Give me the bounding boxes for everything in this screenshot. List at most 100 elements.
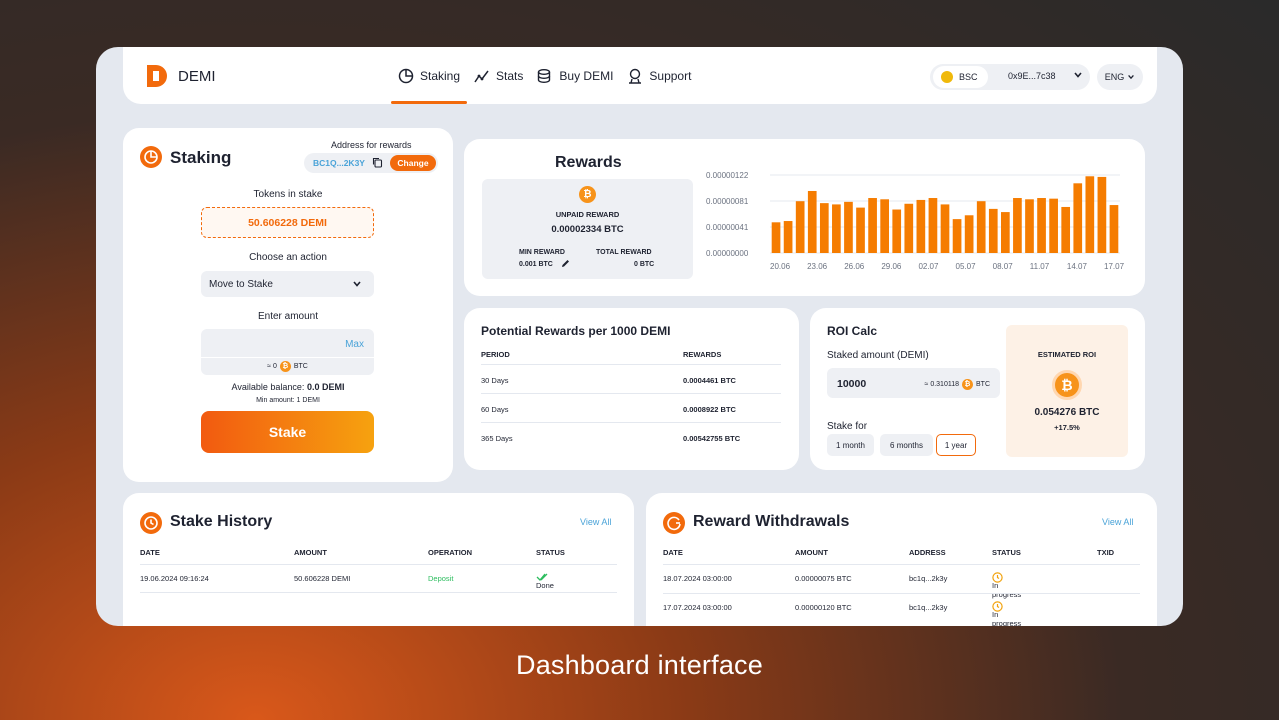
status-text: Done — [536, 581, 554, 590]
withdrawals-view-all[interactable]: View All — [1102, 517, 1134, 527]
chart-bar[interactable] — [880, 199, 889, 253]
chart-bar[interactable] — [1025, 199, 1034, 253]
chart-bar[interactable] — [952, 219, 962, 253]
chart-bar[interactable] — [928, 198, 938, 253]
history-view-all[interactable]: View All — [580, 517, 612, 527]
staked-amount-input[interactable]: 10000 ≈ 0.310118 ₿ BTC — [827, 368, 1000, 398]
table-row: 365 Days 0.00542755 BTC — [481, 422, 781, 451]
chart-bar[interactable] — [988, 208, 998, 253]
nav-staking[interactable]: Staking — [391, 47, 468, 104]
chart-bar[interactable] — [832, 204, 841, 253]
chart-bar[interactable] — [1061, 206, 1071, 253]
chart-bar[interactable] — [868, 198, 877, 253]
coins-icon — [538, 68, 551, 83]
top-header: DEMI Staking Stats Buy DEMI Support — [123, 47, 1157, 104]
nav-support[interactable]: Support — [620, 47, 698, 104]
chart-bar[interactable] — [916, 199, 926, 253]
page-caption: Dashboard interface — [516, 650, 763, 680]
withdrawal-refresh-icon — [663, 512, 685, 534]
chart-bar[interactable] — [1097, 176, 1107, 253]
chart-bar[interactable] — [904, 203, 914, 253]
chart-bar[interactable] — [892, 209, 902, 253]
chart-bar[interactable] — [1037, 198, 1046, 253]
chart-bar[interactable] — [1013, 198, 1022, 253]
language-selector[interactable]: ENG — [1097, 64, 1143, 90]
period-1-year[interactable]: 1 year — [936, 434, 976, 456]
chart-bar[interactable] — [1085, 176, 1095, 253]
chart-bar[interactable] — [1001, 212, 1010, 253]
chart-bar[interactable] — [783, 221, 793, 253]
wallet-selector[interactable]: BSC 0x9E...7c38 — [930, 64, 1090, 90]
action-value: Move to Stake — [209, 278, 273, 290]
chart-bar[interactable] — [976, 201, 986, 253]
min-amount: Min amount: 1 DEMI — [256, 397, 320, 404]
reward-withdrawals-card: Reward Withdrawals View All DATE AMOUNT … — [646, 493, 1157, 626]
estimated-roi-label: ESTIMATED ROI — [1037, 350, 1097, 359]
stake-button[interactable]: Stake — [201, 411, 374, 453]
pencil-icon[interactable] — [561, 259, 570, 268]
y-tick-label: 0.00000081 — [706, 197, 749, 206]
rewards-bar-chart: 0.00000122 0.00000081 0.00000041 0.00000000… — [706, 171, 1125, 271]
pie-icon — [398, 68, 414, 83]
nav-buy-demi[interactable]: Buy DEMI — [530, 47, 620, 104]
min-reward-value: 0.001 BTC — [519, 261, 553, 268]
chart-bar[interactable] — [819, 203, 829, 253]
chart-bar[interactable] — [964, 215, 974, 253]
chart-bar[interactable] — [807, 190, 817, 253]
x-tick-label: 05.07 — [956, 262, 977, 271]
reward-summary: ₿ UNPAID REWARD 0.00002334 BTC MIN REWAR… — [482, 179, 693, 279]
history-clock-icon — [140, 512, 162, 534]
table-row: 60 Days 0.0008922 BTC — [481, 393, 781, 422]
x-tick-label: 11.07 — [1030, 262, 1050, 271]
rewards-card: Rewards ₿ UNPAID REWARD 0.00002334 BTC M… — [464, 139, 1145, 296]
table-row: 18.07.2024 03:00:00 0.00000075 BTC bc1q.… — [663, 564, 1140, 599]
available-balance: Available balance: 0.0 DEMI — [123, 382, 453, 392]
col-status: STATUS — [992, 548, 1021, 557]
status-cell: In progress — [992, 572, 1021, 599]
unpaid-value: 0.00002334 BTC — [551, 224, 624, 235]
stake-history-card: Stake History View All DATE AMOUNT OPERA… — [123, 493, 634, 626]
y-tick-label: 0.00000122 — [706, 171, 749, 180]
x-tick-label: 08.07 — [993, 262, 1014, 271]
x-tick-label: 23.06 — [807, 262, 828, 271]
app-name: DEMI — [178, 68, 216, 85]
date-cell: 17.07.2024 03:00:00 — [663, 603, 732, 612]
tokens-label: Tokens in stake — [253, 189, 323, 200]
nav-stats[interactable]: Stats — [467, 47, 530, 104]
chart-bar[interactable] — [844, 201, 853, 253]
x-tick-label: 20.06 — [770, 262, 791, 271]
chart-bar[interactable] — [940, 204, 950, 253]
chart-bar[interactable] — [795, 201, 805, 253]
x-tick-label: 14.07 — [1067, 262, 1088, 271]
amount-input[interactable] — [201, 329, 341, 357]
x-tick-label: 26.06 — [844, 262, 865, 271]
estimated-roi-value: 0.054276 BTC — [1034, 407, 1100, 418]
copy-icon[interactable] — [372, 157, 383, 168]
col-date: DATE — [663, 548, 683, 557]
date-cell: 18.07.2024 03:00:00 — [663, 574, 732, 583]
chart-bar[interactable] — [856, 207, 865, 253]
period-1-month[interactable]: 1 month — [827, 434, 874, 456]
change-address-button[interactable]: Change — [390, 155, 436, 171]
chart-bar[interactable] — [1049, 198, 1058, 253]
staking-pie-icon — [140, 146, 162, 168]
col-status: STATUS — [536, 548, 565, 557]
amount-conversion: ≈ 0 ₿ BTC — [201, 357, 374, 375]
balance-value: 0.0 DEMI — [306, 382, 345, 392]
chart-bar[interactable] — [1109, 205, 1119, 253]
chart-bar[interactable] — [1073, 183, 1083, 253]
support-icon — [629, 68, 642, 84]
period-6-months[interactable]: 6 months — [880, 434, 933, 456]
min-reward-label: MIN REWARD — [519, 249, 565, 256]
amount-cell: 0.00000120 BTC — [795, 603, 852, 612]
chart-bar[interactable] — [771, 222, 781, 253]
max-button[interactable]: Max — [345, 339, 364, 350]
estimated-roi-percent: +17.5% — [1054, 423, 1080, 432]
col-txid: TXID — [1097, 548, 1115, 557]
chain-pill[interactable]: BSC — [933, 66, 988, 88]
bitcoin-icon: ₿ — [579, 186, 596, 203]
operation-cell: Deposit — [428, 574, 454, 583]
chevron-down-icon — [1128, 74, 1135, 80]
action-select[interactable]: Move to Stake — [201, 271, 374, 297]
nav-staking-label: Staking — [420, 68, 461, 83]
